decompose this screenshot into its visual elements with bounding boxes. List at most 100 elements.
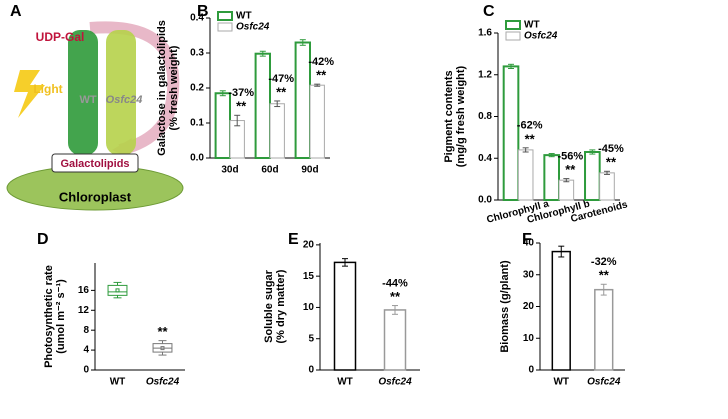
y-tick-label: 30 bbox=[523, 269, 535, 280]
legend-label: WT bbox=[524, 20, 540, 31]
legend-label: Osfc24 bbox=[524, 31, 558, 42]
significance: ** bbox=[599, 268, 610, 283]
legend-label: WT bbox=[236, 11, 252, 22]
x-tick-label: WT bbox=[110, 377, 126, 388]
mean bbox=[160, 346, 165, 351]
galactolipids-box bbox=[51, 153, 139, 173]
y-tick-label: 20 bbox=[303, 240, 315, 251]
y-tick-label: 4 bbox=[83, 345, 89, 356]
y-axis-label: Galactose in galactolipids bbox=[156, 20, 168, 156]
annotation: -42% bbox=[308, 56, 334, 68]
y-tick-label: 1.2 bbox=[478, 69, 492, 80]
y-axis-label: (% dry matter) bbox=[275, 269, 287, 343]
annotation: -47% bbox=[268, 73, 294, 85]
y-tick-label: 0 bbox=[83, 365, 89, 376]
mutant-tube bbox=[106, 30, 136, 155]
y-tick-label: 12 bbox=[78, 305, 90, 316]
bar bbox=[517, 149, 534, 201]
panel-a: A UDP-Gal Light WT Osfc24 Galactolipids … bbox=[6, 3, 184, 211]
annotation: -62% bbox=[517, 120, 543, 132]
x-tick-label: 60d bbox=[261, 165, 278, 176]
bar bbox=[558, 179, 575, 201]
annotation: -56% bbox=[557, 151, 583, 163]
x-tick-label: 90d bbox=[301, 165, 318, 176]
y-axis-label: Photosynthetic rate bbox=[43, 265, 55, 368]
y-tick-label: 0.1 bbox=[190, 118, 204, 129]
y-tick-label: 5 bbox=[308, 333, 314, 344]
y-tick-label: 0.4 bbox=[478, 153, 492, 164]
annotation: -32% bbox=[591, 256, 617, 268]
bar bbox=[214, 92, 232, 159]
y-tick-label: 0.3 bbox=[190, 48, 204, 59]
legend-swatch bbox=[217, 22, 233, 32]
x-tick-label: 30d bbox=[221, 165, 238, 176]
y-tick-label: 1.6 bbox=[478, 28, 492, 39]
bar bbox=[551, 250, 571, 371]
wt-tube bbox=[68, 30, 98, 155]
panel-label: D bbox=[37, 231, 49, 248]
y-axis-label: (mg/g fresh weight) bbox=[455, 65, 467, 167]
y-tick-label: 20 bbox=[523, 301, 535, 312]
bar bbox=[309, 84, 325, 159]
mean bbox=[115, 288, 120, 293]
y-axis-label: (% fresh weight) bbox=[168, 45, 180, 130]
legend-swatch bbox=[217, 11, 233, 21]
x-tick-label: Osfc24 bbox=[587, 377, 621, 388]
bar bbox=[599, 172, 615, 201]
bar bbox=[254, 52, 272, 160]
y-axis-label: Soluble sugar bbox=[263, 269, 275, 342]
significance: ** bbox=[565, 162, 576, 177]
panel-label: E bbox=[288, 231, 299, 248]
significance: ** bbox=[390, 289, 401, 304]
x-tick-label: Osfc24 bbox=[146, 377, 180, 388]
pathway-arrow bbox=[89, 21, 180, 156]
y-tick-label: 15 bbox=[303, 271, 315, 282]
bar bbox=[333, 261, 357, 371]
y-tick-label: 16 bbox=[78, 285, 90, 296]
light-bolt bbox=[14, 70, 45, 118]
bar bbox=[269, 103, 285, 159]
y-tick-label: 0.4 bbox=[190, 13, 204, 24]
y-tick-label: 10 bbox=[303, 302, 315, 313]
legend-swatch bbox=[505, 31, 521, 41]
y-tick-label: 0.8 bbox=[478, 111, 492, 122]
significance: ** bbox=[316, 68, 327, 83]
y-tick-label: 40 bbox=[523, 238, 535, 249]
y-tick-label: 0 bbox=[528, 365, 534, 376]
significance: ** bbox=[236, 99, 247, 114]
box bbox=[107, 284, 128, 296]
annotation: -45% bbox=[598, 143, 624, 155]
y-axis-label: Pigment contents bbox=[443, 70, 455, 162]
panel-label: A bbox=[10, 3, 22, 20]
significance: ** bbox=[606, 155, 617, 170]
annotation: -44% bbox=[382, 277, 408, 289]
y-tick-label: 10 bbox=[523, 333, 535, 344]
y-tick-label: 0.2 bbox=[190, 83, 204, 94]
panel-label: B bbox=[197, 3, 209, 20]
galactolipids-label: Galactolipids bbox=[60, 158, 129, 170]
bar bbox=[502, 65, 520, 202]
wt-label: WT bbox=[79, 94, 96, 106]
annotation: -37% bbox=[228, 87, 254, 99]
panel-label: C bbox=[483, 3, 495, 20]
bar bbox=[383, 309, 407, 371]
y-tick-label: 0.0 bbox=[190, 153, 204, 164]
legend-label: Osfc24 bbox=[236, 22, 270, 33]
y-tick-label: 0 bbox=[308, 365, 314, 376]
x-tick-label: Osfc24 bbox=[378, 377, 412, 388]
significance: ** bbox=[157, 324, 168, 339]
x-tick-label: WT bbox=[553, 377, 569, 388]
significance: ** bbox=[276, 84, 287, 99]
light-label: Light bbox=[33, 82, 62, 96]
y-axis-label: (umol m⁻² s⁻¹) bbox=[55, 279, 67, 354]
udp-gal-label: UDP-Gal bbox=[36, 30, 85, 44]
mutant-label: Osfc24 bbox=[106, 94, 143, 106]
bar bbox=[594, 288, 614, 371]
bar bbox=[584, 150, 601, 202]
chloroplast-label: Chloroplast bbox=[59, 189, 132, 204]
legend-swatch bbox=[505, 20, 521, 30]
y-axis-label: Biomass (g/plant) bbox=[499, 260, 511, 353]
x-tick-label: WT bbox=[337, 377, 353, 388]
panel-label: F bbox=[522, 231, 532, 248]
y-tick-label: 0.0 bbox=[478, 195, 492, 206]
